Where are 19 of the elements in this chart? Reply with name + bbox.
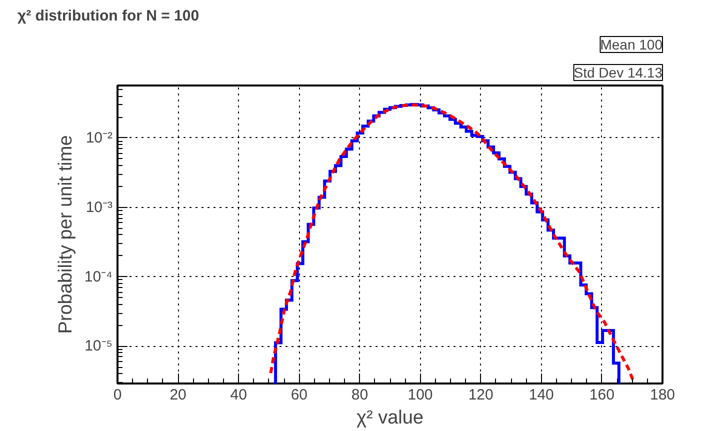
x-tick-label: 40: [230, 386, 247, 404]
chart-title: χ² distribution for N = 100: [18, 8, 200, 24]
x-tick-label: 80: [351, 386, 368, 404]
x-tick-label: 60: [290, 386, 308, 404]
x-tick-label: 160: [589, 386, 614, 404]
x-tick-label: 100: [408, 386, 433, 404]
x-tick-label: 120: [468, 386, 494, 404]
x-tick-label: 0: [113, 386, 122, 404]
y-axis-title: Probability per unit time: [55, 135, 76, 334]
y-tick-label: 10⁻⁵: [84, 338, 113, 355]
y-tick-label: 10⁻⁴: [84, 268, 113, 286]
x-tick-label: 140: [528, 386, 554, 404]
y-tick-label: 10⁻²: [86, 129, 113, 146]
x-axis-title: χ² value: [356, 408, 424, 428]
text: Std Dev 14.13: [574, 64, 663, 80]
x-tick-label: 180: [650, 386, 676, 404]
x-tick-label: 20: [170, 386, 186, 404]
y-tick-label: 10⁻³: [86, 198, 113, 216]
text: Mean 100: [600, 36, 663, 52]
